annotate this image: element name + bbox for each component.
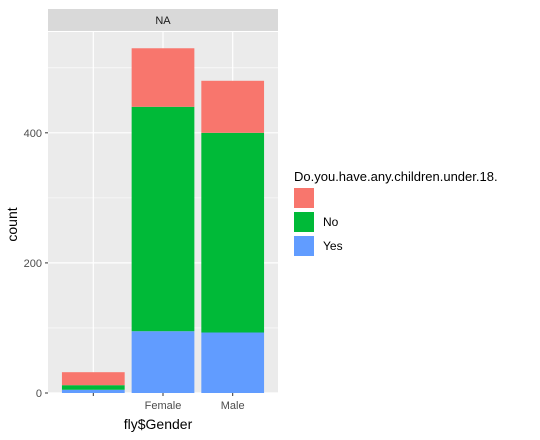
bar-segment <box>131 48 195 107</box>
y-tick-label: 0 <box>36 388 42 400</box>
y-axis-title: count <box>4 207 20 241</box>
bar-segment <box>201 132 265 333</box>
x-axis-ticks: Female Male <box>92 393 245 412</box>
bar-segment <box>61 389 125 393</box>
bar-segment <box>201 80 265 133</box>
legend-label: No <box>323 215 339 229</box>
bar-segment <box>61 385 125 390</box>
bar-segment <box>201 332 265 393</box>
facet-strip <box>48 9 278 31</box>
bar-segment <box>61 372 125 386</box>
bar-segment <box>131 106 195 332</box>
y-axis-ticks: 0 200 400 <box>24 128 48 400</box>
x-tick-label: Female <box>145 400 182 412</box>
legend-key <box>294 212 314 232</box>
x-tick-label: Male <box>221 400 245 412</box>
facet-strip-label: NA <box>155 15 171 27</box>
y-tick-label: 200 <box>24 258 42 270</box>
x-axis-title: fly$Gender <box>124 416 193 432</box>
legend: Do.you.have.any.children.under.18. No Yes <box>294 169 498 256</box>
bars <box>61 48 265 393</box>
y-tick-label: 400 <box>24 128 42 140</box>
legend-label: Yes <box>323 239 343 253</box>
legend-key <box>294 188 314 208</box>
legend-title: Do.you.have.any.children.under.18. <box>294 169 498 184</box>
legend-key <box>294 236 314 256</box>
bar-segment <box>131 331 195 393</box>
